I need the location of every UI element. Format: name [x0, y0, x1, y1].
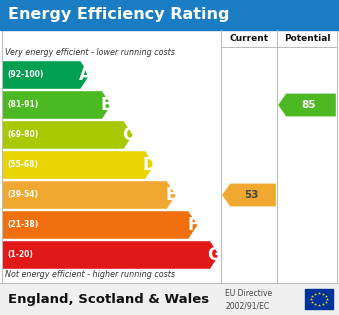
Text: F: F — [187, 216, 199, 234]
Text: Energy Efficiency Rating: Energy Efficiency Rating — [8, 8, 230, 22]
Text: Current: Current — [230, 34, 268, 43]
Bar — [0, 0, 339, 30]
Text: B: B — [100, 96, 113, 114]
Polygon shape — [3, 91, 111, 119]
Text: 85: 85 — [302, 100, 316, 110]
Text: Very energy efficient - lower running costs: Very energy efficient - lower running co… — [5, 48, 175, 57]
Text: (92-100): (92-100) — [7, 71, 43, 79]
Polygon shape — [3, 241, 219, 269]
Text: G: G — [207, 246, 221, 264]
Text: 53: 53 — [244, 190, 258, 200]
Text: (69-80): (69-80) — [7, 130, 38, 140]
Bar — [305, 289, 333, 309]
Text: C: C — [122, 126, 134, 144]
Polygon shape — [222, 184, 276, 206]
Polygon shape — [278, 94, 336, 117]
Polygon shape — [3, 211, 197, 239]
Text: (1-20): (1-20) — [7, 250, 33, 260]
Text: EU Directive: EU Directive — [225, 289, 272, 298]
Text: (55-68): (55-68) — [7, 161, 38, 169]
Text: D: D — [143, 156, 157, 174]
Text: (81-91): (81-91) — [7, 100, 38, 110]
Text: A: A — [78, 66, 91, 84]
Text: Potential: Potential — [284, 34, 330, 43]
Text: E: E — [166, 186, 177, 204]
Text: (21-38): (21-38) — [7, 220, 38, 230]
Polygon shape — [3, 121, 133, 149]
Text: England, Scotland & Wales: England, Scotland & Wales — [8, 293, 209, 306]
Polygon shape — [3, 181, 176, 209]
Polygon shape — [3, 151, 154, 179]
Polygon shape — [3, 61, 89, 89]
Text: (39-54): (39-54) — [7, 191, 38, 199]
Bar — [0, 283, 339, 315]
Text: Not energy efficient - higher running costs: Not energy efficient - higher running co… — [5, 270, 175, 279]
Bar — [2, 30, 337, 283]
Text: 2002/91/EC: 2002/91/EC — [225, 301, 269, 311]
